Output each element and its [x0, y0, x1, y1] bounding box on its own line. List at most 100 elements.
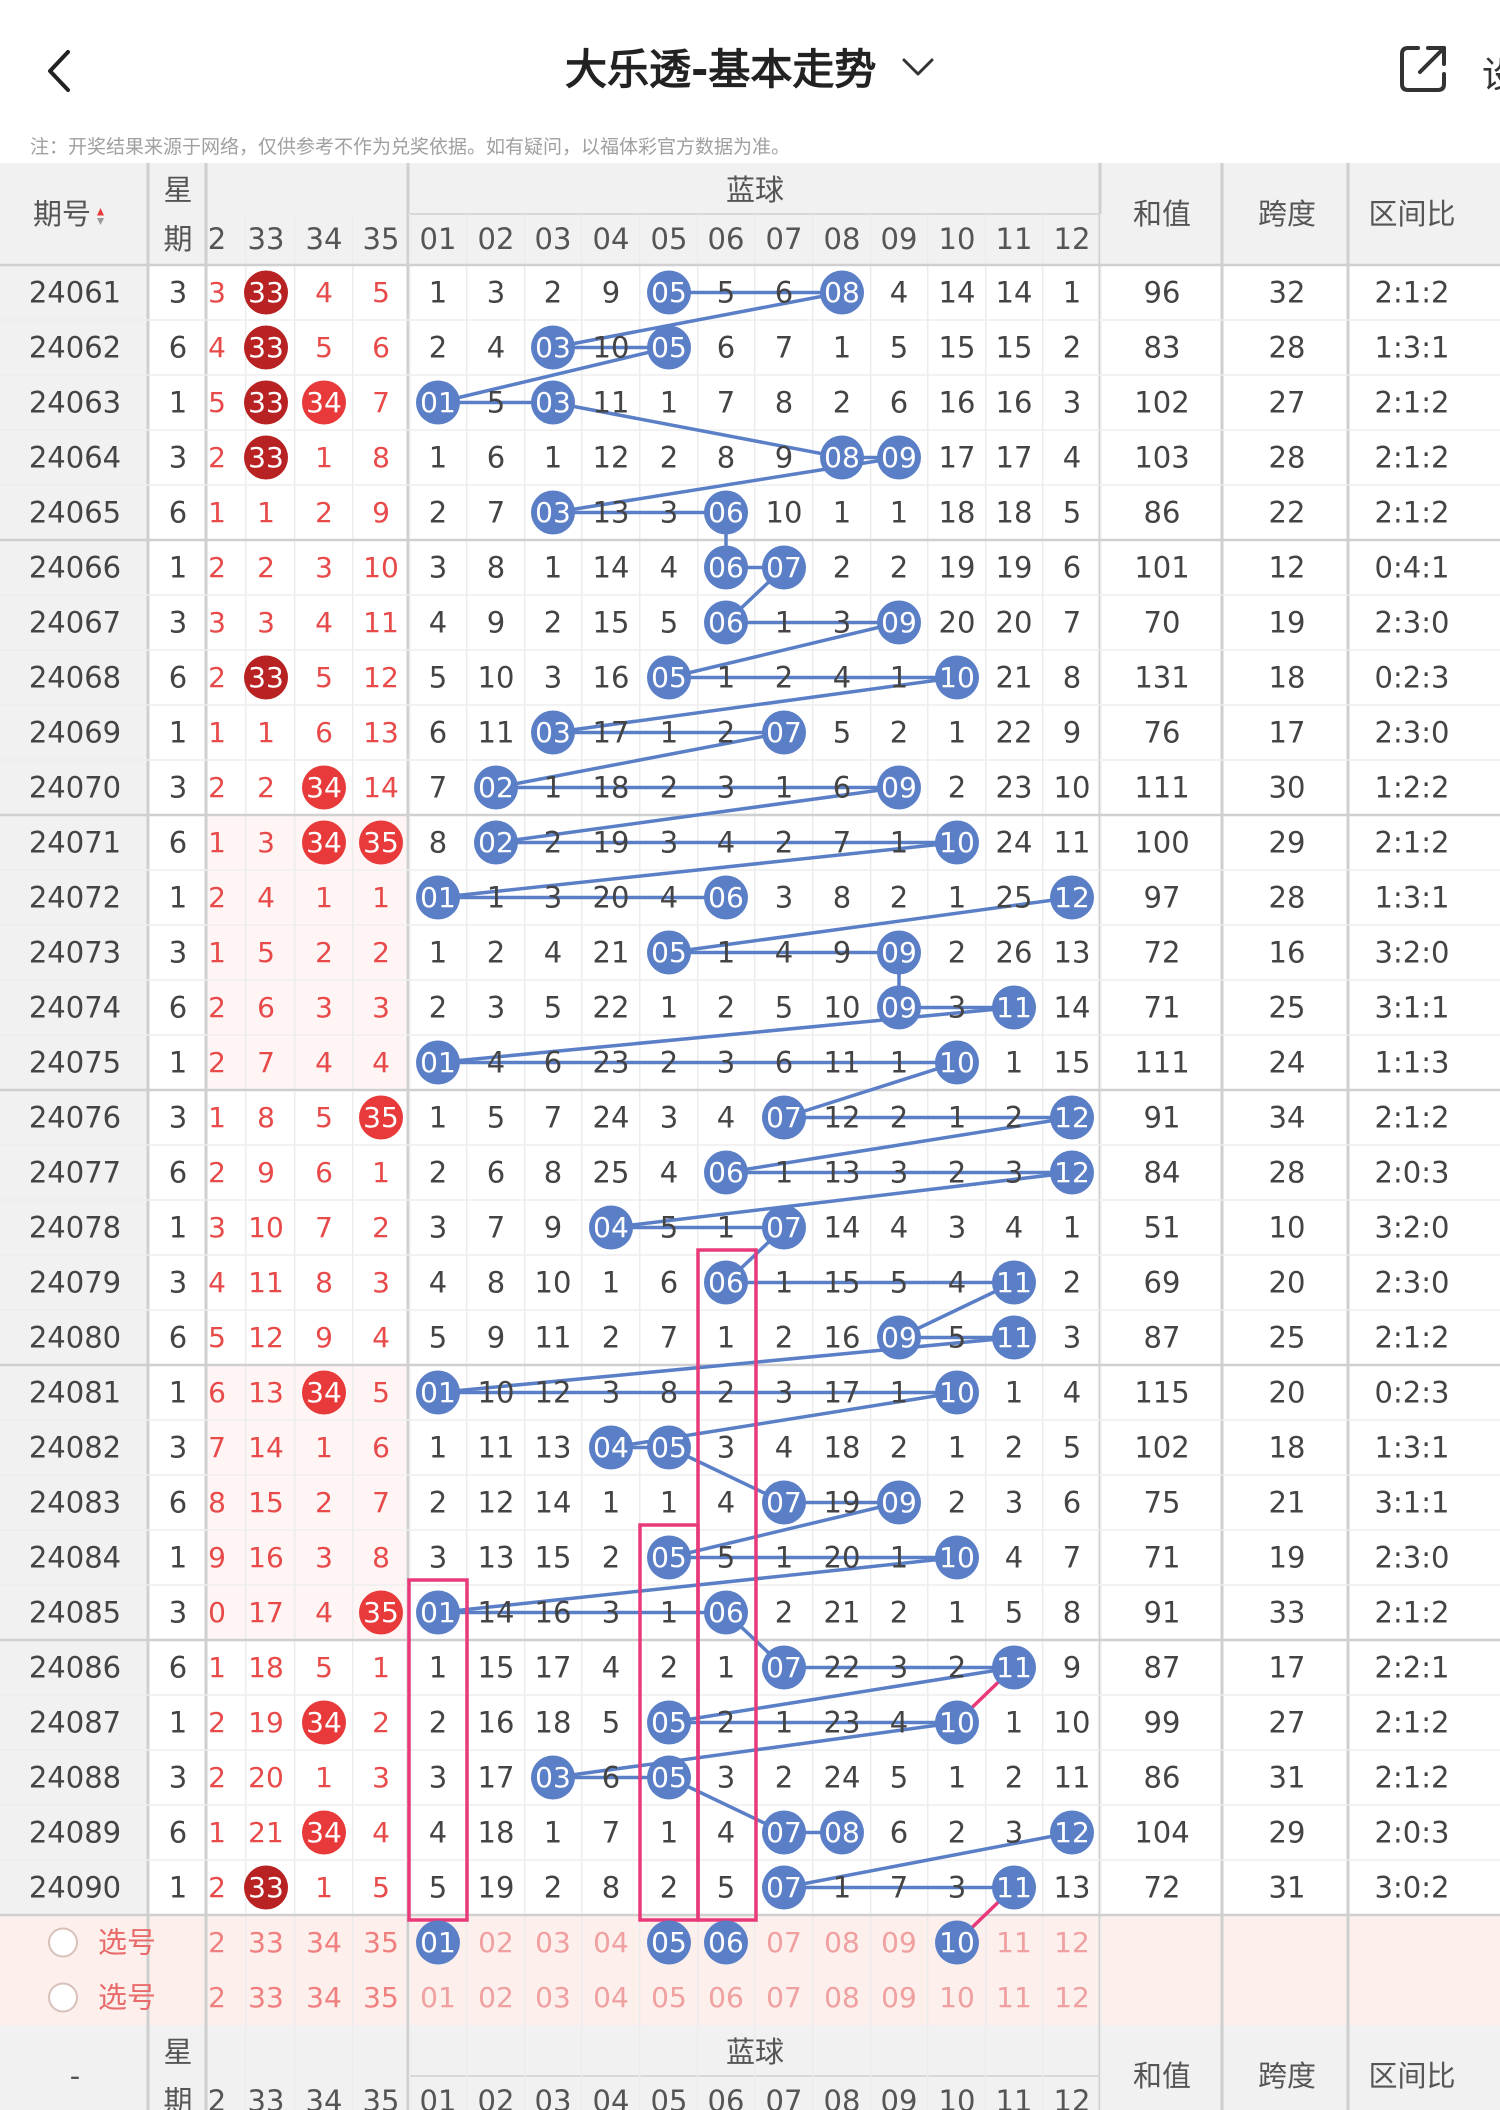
- blue-ball-hit: [416, 1370, 460, 1415]
- red-number-header: 35: [363, 222, 400, 256]
- blue-miss-count: 21: [593, 936, 630, 970]
- blue-ball-hit: [647, 1425, 691, 1470]
- blue-miss-count: 3: [717, 771, 735, 805]
- pick-red-number[interactable]: 34: [306, 1981, 342, 2014]
- sort-desc-icon[interactable]: [97, 218, 104, 225]
- issue-header[interactable]: 期号: [33, 197, 91, 231]
- blue-miss-count: 16: [824, 1321, 861, 1355]
- blue-ball-hit: [589, 1205, 633, 1250]
- blue-miss-count: 20: [593, 881, 630, 915]
- settings-link[interactable]: 设: [1482, 46, 1500, 98]
- blue-ball-hit: [762, 1810, 806, 1855]
- blue-miss-count: 8: [660, 1376, 678, 1410]
- selected-blue-ball[interactable]: [647, 1920, 691, 1965]
- red-miss-count: 3: [372, 1266, 390, 1299]
- span-value: 33: [1269, 1596, 1306, 1630]
- blue-miss-count: 1: [890, 1376, 908, 1410]
- pick-blue-number[interactable]: 08: [824, 1926, 860, 1959]
- selected-blue-number: 01: [420, 1926, 456, 1959]
- red-miss-count: 1: [315, 441, 333, 474]
- pick-blue-number[interactable]: 11: [996, 1926, 1032, 1959]
- red-miss-count: 2: [257, 551, 275, 584]
- pick-blue-number[interactable]: 12: [1054, 1926, 1090, 1959]
- pick-blue-number[interactable]: 12: [1054, 1981, 1090, 2014]
- pick-blue-number[interactable]: 08: [824, 1981, 860, 2014]
- blue-ball-hit: [935, 1535, 979, 1580]
- pick-blue-number[interactable]: 07: [766, 1926, 802, 1959]
- pick-blue-number[interactable]: 10: [939, 1981, 975, 2014]
- blue-miss-count: 10: [478, 1376, 515, 1410]
- blue-miss-count: 6: [660, 1266, 678, 1300]
- red-miss-count: 5: [315, 1651, 333, 1684]
- pick-label[interactable]: 选号: [98, 1926, 156, 1960]
- blue-miss-count: 2: [890, 1596, 908, 1630]
- span-value: 34: [1269, 1101, 1306, 1135]
- table-row: 24066 1 2 2 3 10 3 8 1 14 4 06 07 2 2 19 19 6 101 12 0:4:1: [29, 545, 1449, 590]
- table-row: 24062 6 4 33 5 6 2 4 03 10 05 6 7 1 5 15 15 2 83 28 1:3:1: [29, 325, 1449, 370]
- table-row: 24063 1 5 33 34 7 01 5 03 11 1 7 8 2 6 16 16 3 102 27 2:1:2: [29, 380, 1449, 425]
- blue-miss-count: 2: [544, 826, 562, 860]
- select-radio[interactable]: [48, 1927, 78, 1958]
- pick-red-number[interactable]: 33: [248, 1981, 284, 2014]
- ratio-value: 3:2:0: [1375, 936, 1450, 970]
- pick-red-number[interactable]: 2: [208, 1926, 226, 1959]
- sum-value: 131: [1134, 661, 1189, 695]
- blue-miss-count: 3: [717, 1431, 735, 1465]
- blue-number-header: 07: [766, 222, 803, 256]
- red-miss-count: 2: [208, 991, 226, 1024]
- issue-number: 24064: [29, 441, 121, 475]
- table-row: 24061 3 3 33 4 5 1 3 2 9 05 5 6 08 4 14 14 1 96 32 2:1:2: [29, 270, 1449, 315]
- pick-blue-number[interactable]: 04: [593, 1981, 629, 2014]
- pick-red-number[interactable]: 35: [363, 1981, 399, 2014]
- pick-blue-number[interactable]: 02: [478, 1981, 514, 2014]
- pick-blue-number[interactable]: 03: [535, 1981, 571, 2014]
- blue-ball-hit: [935, 1370, 979, 1415]
- pick-blue-number[interactable]: 11: [996, 1981, 1032, 2014]
- selected-blue-ball[interactable]: [416, 1920, 460, 1965]
- share-icon[interactable]: [1398, 42, 1450, 94]
- blue-miss-count: 20: [996, 606, 1033, 640]
- ratio-value: 2:0:3: [1375, 1816, 1450, 1850]
- blue-ball-hit: [1050, 1150, 1094, 1195]
- pick-blue-number[interactable]: 01: [420, 1981, 456, 2014]
- blue-miss-count: 7: [487, 1211, 505, 1245]
- pick-blue-number[interactable]: 05: [651, 1981, 687, 2014]
- sum-value: 71: [1144, 991, 1181, 1025]
- blue-miss-count: 1: [833, 331, 851, 365]
- span-value: 12: [1269, 551, 1306, 585]
- blue-miss-count: 3: [948, 991, 966, 1025]
- blue-ball-number: 02: [478, 771, 514, 804]
- pick-blue-number[interactable]: 09: [881, 1981, 917, 2014]
- pick-blue-number[interactable]: 09: [881, 1926, 917, 1959]
- red-ball-number: 34: [306, 826, 342, 859]
- selected-blue-ball[interactable]: [935, 1920, 979, 1965]
- sort-asc-icon[interactable]: [97, 208, 104, 216]
- selected-blue-ball[interactable]: [704, 1920, 748, 1965]
- blue-ball-hit: [647, 325, 691, 370]
- blue-miss-count: 2: [429, 1156, 447, 1190]
- blue-miss-count: 2: [890, 1431, 908, 1465]
- pick-blue-number[interactable]: 06: [708, 1981, 744, 2014]
- pick-red-number[interactable]: 35: [363, 1926, 399, 1959]
- pick-red-number[interactable]: 2: [208, 1981, 226, 2014]
- blue-miss-count: 1: [429, 1651, 447, 1685]
- pick-blue-number[interactable]: 03: [535, 1926, 571, 1959]
- pick-red-number[interactable]: 33: [248, 1926, 284, 1959]
- pick-label[interactable]: 选号: [98, 1981, 156, 2015]
- blue-miss-count: 13: [478, 1541, 515, 1575]
- blue-ball-hit: [416, 1590, 460, 1635]
- blue-ball-hit: [704, 490, 748, 535]
- select-radio[interactable]: [48, 1982, 78, 2013]
- issue-number: 24082: [29, 1431, 121, 1465]
- red-miss-count: 2: [372, 1706, 390, 1739]
- trend-line: [783, 1830, 1073, 1890]
- pick-blue-number[interactable]: 02: [478, 1926, 514, 1959]
- back-arrow-icon[interactable]: [36, 46, 86, 96]
- pick-blue-number[interactable]: 07: [766, 1981, 802, 2014]
- pick-red-number[interactable]: 34: [306, 1926, 342, 1959]
- weekday-cell: 6: [169, 661, 187, 695]
- blue-miss-count: 14: [939, 276, 976, 310]
- pick-blue-number[interactable]: 04: [593, 1926, 629, 1959]
- page-title[interactable]: 大乐透-基本走势: [0, 36, 1500, 97]
- blue-miss-count: 21: [824, 1596, 861, 1630]
